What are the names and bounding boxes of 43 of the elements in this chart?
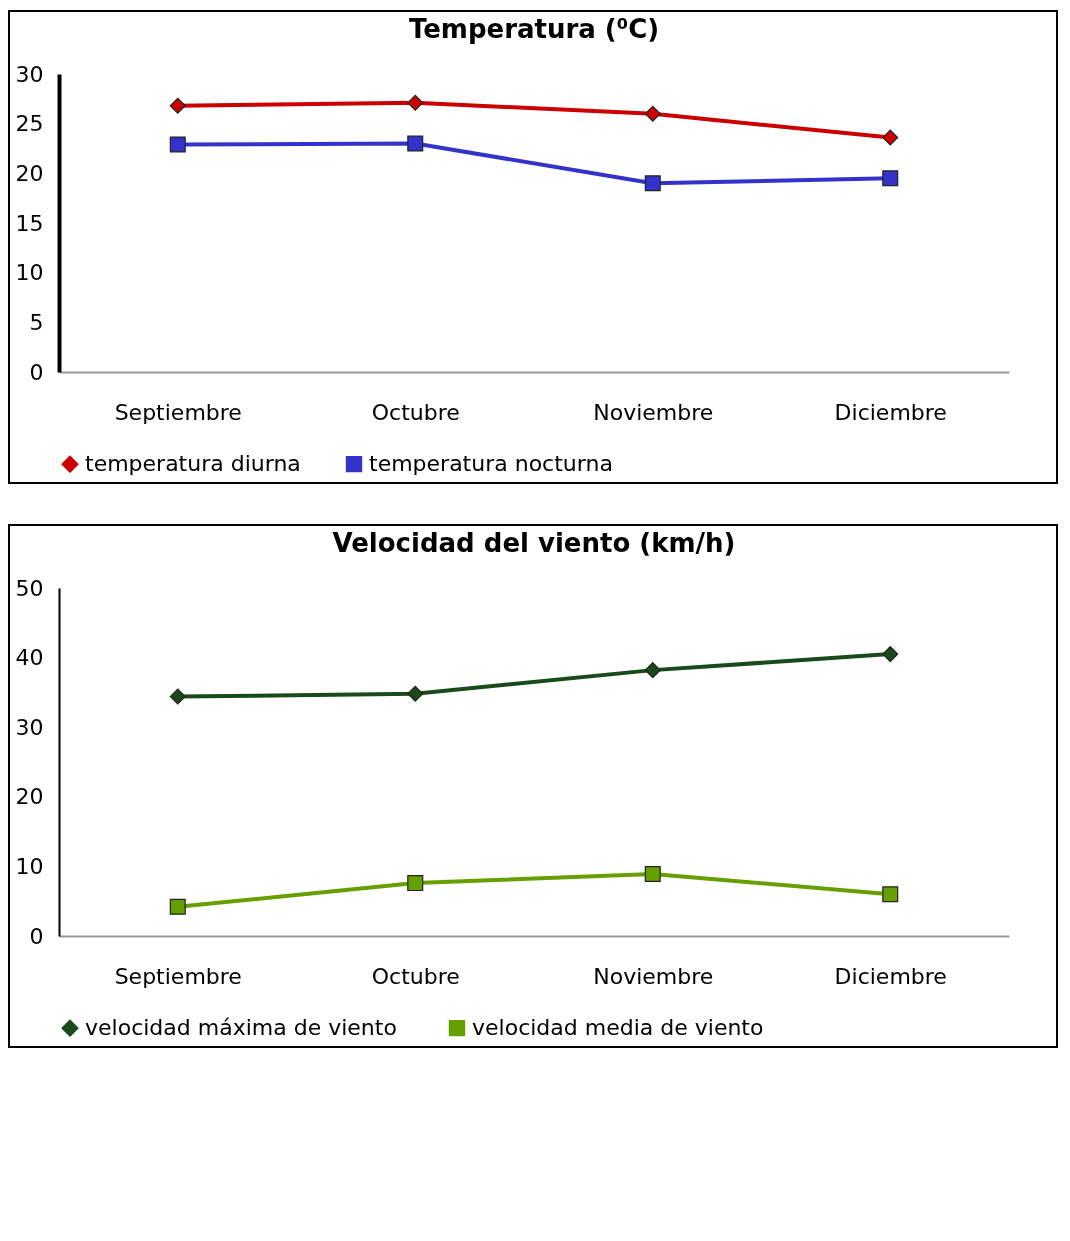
x-tick-label: Noviembre: [593, 399, 714, 425]
y-tick-label: 20: [15, 160, 44, 186]
y-tick-label: 15: [15, 210, 44, 236]
y-tick-label: 20: [15, 784, 44, 810]
y-tick-label: 0: [29, 923, 44, 949]
point: [407, 875, 424, 892]
legend-label: temperatura nocturna: [369, 451, 613, 477]
y-tick-label: 30: [15, 714, 44, 740]
point: [644, 662, 661, 679]
x-tick-label: Septiembre: [114, 399, 242, 425]
point: [169, 688, 186, 705]
legend-label: velocidad media de viento: [472, 1015, 764, 1041]
x-tick-label: Septiembre: [114, 963, 242, 989]
point: [882, 170, 899, 187]
y-tick-label: 10: [15, 260, 44, 286]
y-tick-label: 0: [29, 359, 44, 385]
point: [169, 136, 186, 153]
y-tick-label: 10: [15, 853, 44, 879]
point: [882, 129, 899, 146]
chart-title: Velocidad del viento (km/h): [332, 528, 736, 558]
y-tick-label: 5: [29, 309, 44, 335]
y-tick-label: 50: [15, 575, 44, 601]
point: [169, 97, 186, 114]
legend-label: temperatura diurna: [85, 451, 301, 477]
x-tick-label: Diciembre: [834, 963, 947, 989]
point: [882, 646, 899, 663]
point: [407, 94, 424, 111]
chart-title: Temperatura (⁰C): [408, 14, 660, 44]
point: [169, 898, 186, 915]
x-tick-label: Diciembre: [834, 399, 947, 425]
point: [407, 685, 424, 702]
point: [644, 866, 661, 883]
y-tick-label: 25: [15, 111, 44, 137]
y-tick-label: 30: [15, 61, 44, 87]
y-tick-label: 40: [15, 645, 44, 671]
x-tick-label: Noviembre: [593, 963, 714, 989]
point: [882, 886, 899, 903]
legend-label: velocidad máxima de viento: [85, 1015, 397, 1041]
point: [407, 135, 424, 152]
point: [644, 175, 661, 192]
x-tick-label: Octubre: [371, 963, 460, 989]
x-tick-label: Octubre: [371, 399, 460, 425]
point: [644, 105, 661, 122]
